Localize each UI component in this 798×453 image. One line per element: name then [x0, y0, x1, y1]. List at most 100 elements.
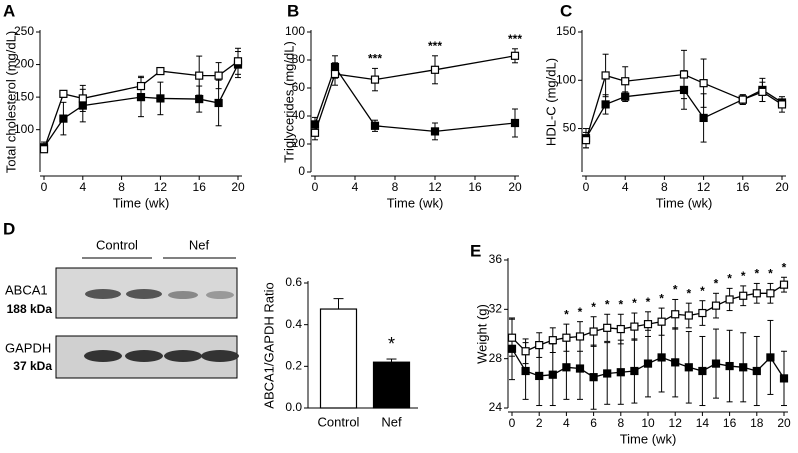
y-tick-label: 20: [292, 136, 306, 150]
marker: [739, 363, 748, 372]
marker: [779, 374, 789, 383]
annotation: *: [632, 296, 637, 310]
marker: [510, 51, 520, 60]
marker: [630, 366, 639, 376]
band: [125, 350, 163, 362]
marker: [507, 344, 517, 353]
marker: [699, 79, 708, 88]
y-tick-label: 0.4: [285, 317, 302, 331]
marker: [657, 317, 666, 326]
marker: [601, 71, 610, 80]
marker: [581, 136, 591, 145]
marker: [575, 364, 585, 373]
marker: [59, 89, 68, 98]
x-tick-label: 12: [428, 180, 442, 194]
marker: [698, 366, 707, 376]
marker: [233, 57, 243, 66]
marker: [548, 370, 557, 379]
marker: [621, 77, 630, 86]
marker: [738, 95, 747, 104]
marker: [521, 347, 530, 356]
y-tick-label: 24: [489, 400, 503, 414]
marker: [370, 75, 380, 84]
x-tick-label: 12: [669, 416, 683, 430]
x-tick-label: 14: [696, 416, 710, 430]
annotation: *: [646, 295, 651, 309]
marker: [671, 310, 680, 319]
y-tick-label: 32: [489, 302, 503, 316]
x-tick-label: 12: [154, 180, 168, 194]
x-tick-label: 0: [509, 416, 516, 430]
panel-label: C: [560, 1, 572, 20]
y-axis-label: Triglycerides (mg/dL): [281, 41, 296, 163]
annotation: *: [741, 269, 746, 283]
annotation: *: [754, 267, 759, 281]
x-tick-label: 2: [536, 416, 543, 430]
x-tick-label: 20: [508, 180, 522, 194]
marker: [603, 323, 612, 332]
marker: [779, 280, 789, 289]
marker: [679, 85, 689, 95]
marker: [630, 322, 639, 331]
marker: [684, 311, 693, 320]
marker: [643, 320, 653, 329]
x-axis-label: Time (wk): [620, 431, 677, 446]
x-tick-label: 8: [617, 416, 624, 430]
x-tick-label: 20: [231, 180, 245, 194]
marker: [370, 121, 380, 130]
marker: [310, 128, 320, 137]
band: [84, 350, 122, 362]
annotation: *: [564, 307, 569, 321]
annotation: ***: [428, 39, 442, 53]
y-axis-label: HDL-C (mg/dL): [543, 58, 558, 146]
annotation: *: [686, 286, 691, 300]
marker: [752, 366, 761, 376]
y-tick-label: 0.0: [285, 400, 302, 414]
marker: [136, 93, 146, 102]
x-axis-label: Time (wk): [113, 195, 170, 210]
marker: [430, 127, 440, 136]
y-tick-label: 80: [292, 52, 306, 66]
x-tick-label: 4: [622, 180, 629, 194]
band: [126, 289, 162, 299]
bar: [372, 361, 411, 409]
x-tick-label: Nef: [381, 414, 402, 429]
protein-label: ABCA1: [5, 282, 48, 297]
marker: [39, 145, 49, 154]
marker: [214, 98, 223, 108]
group-label: Nef: [189, 237, 210, 252]
marker: [671, 358, 680, 367]
marker: [777, 100, 787, 109]
annotation: *: [591, 300, 596, 314]
panel-label: D: [3, 219, 15, 238]
protein-label: GAPDH: [5, 340, 51, 355]
marker: [603, 369, 612, 378]
marker: [739, 291, 748, 300]
marker: [330, 62, 340, 72]
y-axis-label: Total cholesterol (mg/dL): [3, 31, 18, 173]
band: [206, 291, 234, 299]
marker: [195, 71, 204, 80]
marker: [156, 66, 165, 76]
marker: [59, 114, 68, 123]
y-tick-label: 36: [489, 252, 503, 266]
x-tick-label: 20: [775, 180, 789, 194]
marker: [711, 301, 721, 310]
annotation: ***: [508, 32, 522, 46]
size-label: 188 kDa: [7, 302, 53, 316]
marker: [562, 363, 571, 372]
series-line: [314, 55, 516, 134]
y-axis-label: ABCA1/GAPDH Ratio: [261, 282, 276, 408]
band: [164, 350, 202, 362]
marker: [699, 113, 708, 123]
marker: [643, 359, 653, 368]
y-tick-label: 150: [556, 24, 576, 38]
x-tick-label: 4: [563, 416, 570, 430]
y-tick-label: 60: [292, 80, 306, 94]
annotation: *: [700, 284, 705, 298]
series-line: [314, 65, 516, 133]
marker: [521, 366, 530, 376]
x-axis-label: Time (wk): [656, 195, 713, 210]
marker: [766, 353, 775, 362]
annotation: *: [727, 272, 732, 286]
